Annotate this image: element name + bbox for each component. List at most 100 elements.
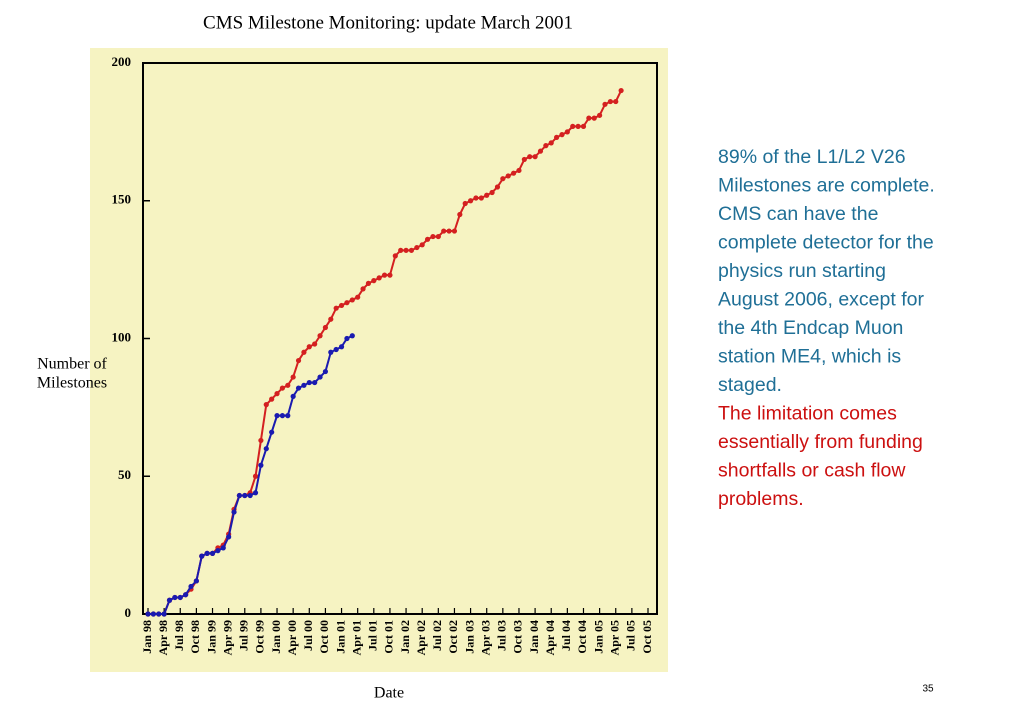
point (408, 247, 415, 253)
point (166, 597, 173, 603)
x-tick-label: Apr 02 (414, 620, 428, 655)
x-tick-label: Jul 00 (301, 620, 315, 651)
point (306, 379, 312, 386)
point (312, 341, 318, 347)
x-tick-label: Oct 02 (446, 620, 460, 654)
note-text: complete detector for the (718, 232, 934, 254)
point (489, 189, 495, 196)
note-text: station ME4, which is (718, 346, 901, 368)
note-text: the 4th Endcap Muon (718, 317, 903, 339)
x-tick-label: Apr 98 (156, 620, 170, 655)
point (532, 154, 538, 160)
point (613, 98, 619, 105)
point (322, 324, 329, 331)
point (252, 490, 259, 496)
x-tick-label: Jan 03 (462, 620, 476, 654)
point (145, 611, 151, 617)
point (510, 170, 517, 176)
point (543, 143, 549, 149)
x-tick-label: Apr 01 (349, 620, 363, 655)
x-tick-label: Oct 04 (575, 620, 589, 654)
point (349, 297, 355, 303)
point (500, 176, 506, 182)
point (559, 132, 565, 138)
note-text: shortfalls or cash flow (718, 460, 906, 482)
point (505, 173, 511, 179)
x-tick-label: Oct 98 (188, 620, 202, 654)
point (161, 611, 167, 617)
point (231, 509, 237, 515)
x-tick-label: Jul 98 (172, 620, 186, 651)
note-text: August 2006, except for (718, 289, 924, 311)
point (285, 413, 291, 419)
x-tick-label: Jul 02 (430, 620, 444, 651)
note-text: Milestones are complete. (718, 175, 935, 197)
point (548, 140, 554, 146)
point (618, 87, 624, 94)
point (247, 492, 253, 499)
point (398, 247, 404, 253)
y-tick-label: 150 (112, 192, 132, 207)
point (252, 473, 259, 479)
point (285, 382, 291, 388)
point (591, 115, 597, 121)
point (597, 112, 603, 118)
x-tick-label: Apr 99 (220, 620, 234, 655)
point (269, 429, 275, 435)
x-tick-label: Apr 03 (478, 620, 492, 655)
x-tick-label: Jan 01 (333, 620, 347, 654)
point (338, 302, 345, 309)
point (290, 374, 296, 380)
point (333, 346, 339, 353)
point (317, 374, 323, 380)
x-tick-label: Apr 00 (285, 620, 299, 655)
point (344, 335, 350, 342)
point (338, 344, 345, 350)
point (586, 115, 592, 121)
point (333, 305, 339, 311)
point (381, 272, 388, 278)
point (263, 446, 269, 452)
point (199, 553, 205, 559)
point (570, 123, 576, 129)
y-tick-label: 50 (118, 467, 131, 482)
x-axis-title: Date (374, 685, 404, 702)
point (172, 594, 178, 601)
point (193, 578, 199, 584)
point (457, 211, 463, 218)
point (527, 154, 533, 160)
point (365, 280, 372, 286)
point (446, 228, 452, 234)
point (564, 129, 570, 135)
point (317, 333, 323, 339)
x-tick-label: Jul 05 (624, 620, 638, 651)
x-tick-label: Jan 02 (398, 620, 412, 654)
note-text: staged. (718, 374, 782, 396)
point (360, 286, 366, 292)
x-tick-label: Apr 04 (543, 620, 557, 655)
plot-background (90, 48, 668, 672)
note-text: The limitation comes (718, 403, 897, 425)
y-axis-title: Milestones (37, 375, 107, 392)
x-tick-label: Oct 05 (640, 620, 654, 654)
point (467, 198, 474, 204)
point (602, 101, 608, 107)
point (521, 156, 527, 163)
point (580, 123, 587, 129)
x-tick-label: Oct 01 (382, 620, 396, 654)
point (220, 545, 226, 551)
point (424, 236, 431, 242)
note-text: CMS can have the (718, 203, 878, 225)
y-axis-title: Number of (37, 356, 107, 373)
x-tick-label: Jul 01 (366, 620, 380, 651)
point (183, 592, 189, 598)
point (295, 357, 302, 364)
point (478, 195, 484, 201)
note-text: essentially from funding (718, 431, 923, 453)
point (290, 393, 296, 399)
point (441, 228, 447, 234)
point (295, 385, 302, 391)
note-text: problems. (718, 488, 804, 510)
